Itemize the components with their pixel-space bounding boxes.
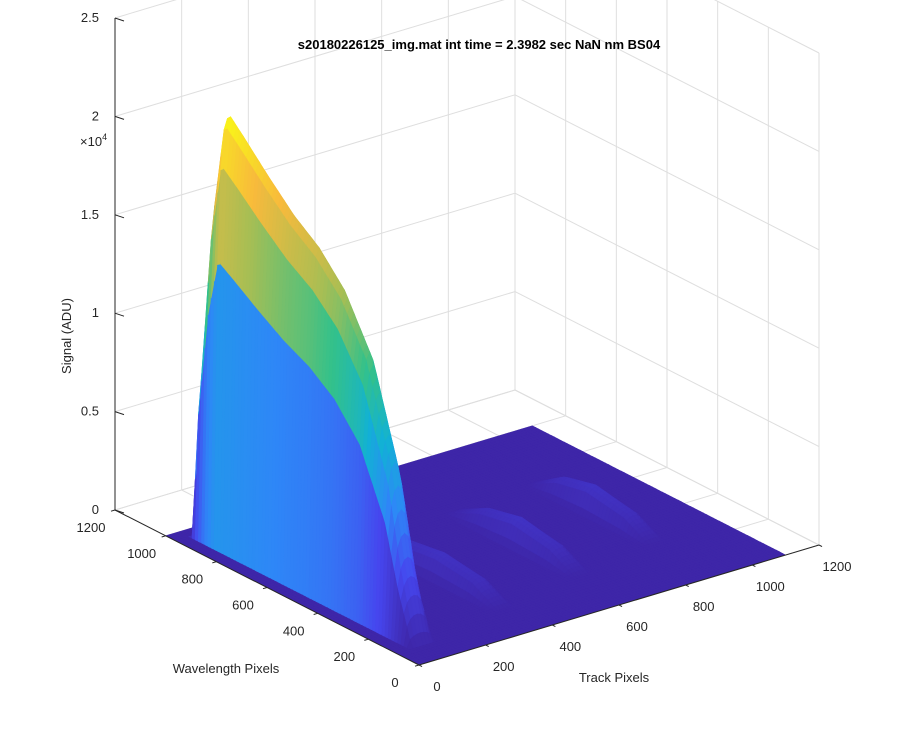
gridline-right-z	[514, 94, 820, 251]
gridline-back-z	[114, 94, 516, 216]
gridline-right-z	[713, 0, 820, 54]
gridline-right-z	[514, 192, 820, 349]
gridline-right-z	[520, 0, 820, 152]
gridline-back-z	[114, 0, 505, 117]
gridline-right-z	[514, 291, 820, 448]
surface-plot	[165, 116, 787, 666]
